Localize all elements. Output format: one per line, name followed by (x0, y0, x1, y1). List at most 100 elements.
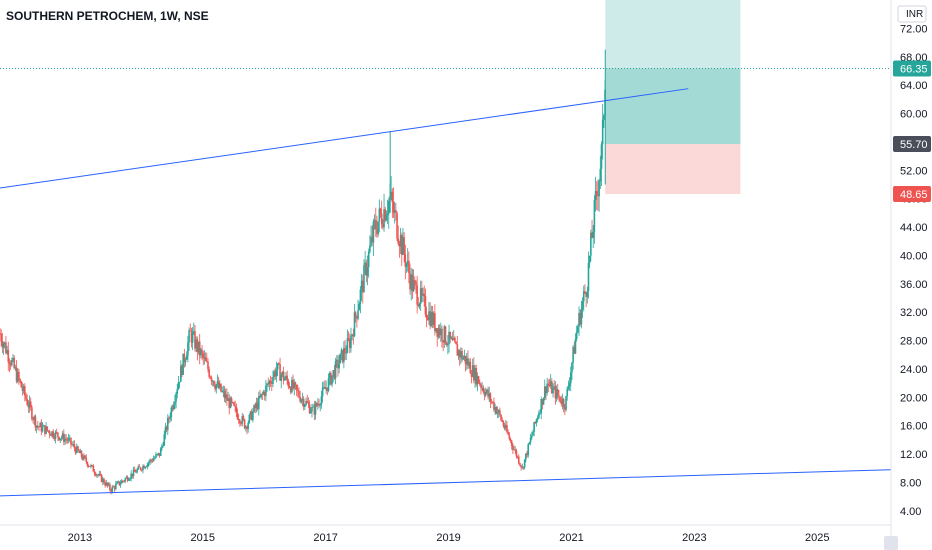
candle-body (337, 359, 339, 369)
candle-body (22, 386, 25, 391)
trendline[interactable] (0, 88, 689, 189)
candles (0, 49, 606, 495)
candle-body (126, 477, 129, 481)
candle-body (54, 431, 57, 439)
candle-body (585, 292, 587, 297)
candle-body (294, 382, 297, 385)
candle-body (65, 438, 67, 440)
candle-body (83, 455, 85, 460)
candle-body (145, 466, 148, 468)
candle-body (304, 404, 306, 407)
price-badge-text: 66.35 (900, 63, 928, 75)
candle-body (507, 431, 509, 435)
candle-body (177, 382, 180, 390)
candle-body (185, 355, 188, 360)
candle-body (473, 365, 475, 381)
candle-body (135, 471, 137, 473)
currency-box[interactable] (897, 5, 927, 23)
candle-body (465, 358, 468, 365)
candle-body (378, 208, 381, 222)
candle-body (432, 313, 435, 325)
candle-body (301, 398, 304, 400)
candle-body (96, 474, 98, 476)
profit-zone[interactable] (605, 68, 741, 145)
candle-body (483, 392, 486, 396)
trendlines[interactable] (0, 88, 892, 497)
candle-body (102, 478, 104, 482)
candle-body (136, 469, 138, 473)
candle-body (205, 360, 208, 362)
candle-body (571, 362, 573, 373)
candle-body (204, 357, 207, 361)
candle-body (141, 469, 143, 471)
candle-body (298, 390, 300, 397)
candle-body (79, 450, 82, 454)
candle-body (561, 398, 564, 405)
y-tick-label: 28.00 (900, 336, 928, 348)
candle-body (57, 432, 59, 437)
candle-body (80, 450, 83, 457)
candle-body (154, 457, 156, 459)
candle-body (189, 330, 192, 332)
candle-body (224, 394, 227, 399)
candle-body (384, 209, 387, 221)
candle-body (553, 386, 556, 388)
candle-body (139, 467, 142, 470)
candle-body (367, 251, 370, 268)
candle-body (165, 426, 168, 431)
candle-body (99, 473, 102, 475)
candle-body (488, 393, 491, 397)
candle-body (504, 424, 507, 429)
candle-body (460, 351, 462, 358)
candle-body (50, 434, 52, 436)
candle-body (222, 390, 225, 392)
candle-body (357, 310, 359, 319)
y-tick-label: 36.00 (900, 279, 928, 291)
candle-body (89, 465, 91, 467)
candle-body (293, 382, 296, 389)
candle-body (66, 439, 69, 441)
candle-body (248, 414, 251, 423)
stop-loss-zone[interactable] (605, 144, 741, 195)
y-axis[interactable]: 4.00 8.00 12.00 16.00 20.00 24.00 28.00 32.00 36… (900, 23, 928, 517)
trendline[interactable] (0, 469, 892, 497)
candle-body (411, 274, 414, 292)
candle-body (426, 318, 429, 321)
candle-body (603, 115, 605, 120)
candle-body (568, 383, 571, 387)
candle-body (578, 312, 580, 327)
candle-body (218, 383, 221, 389)
candle-body (390, 191, 392, 197)
candle-body (380, 213, 383, 225)
candle-body (477, 376, 480, 384)
candle-body (201, 349, 203, 354)
candle-body (444, 326, 447, 344)
candle-body (282, 371, 285, 381)
y-tick-label: 24.00 (900, 364, 928, 376)
candle-body (412, 280, 415, 292)
candle-body (260, 393, 262, 398)
x-axis[interactable]: 2013 2015 2017 2019 2021 2023 2025 (68, 532, 830, 544)
candle-body (217, 381, 220, 389)
candle-body (500, 414, 502, 421)
candle-body (207, 361, 209, 370)
candle-body (340, 349, 343, 354)
candle-body (516, 456, 519, 458)
candle-body (38, 426, 40, 428)
candle-body (210, 377, 213, 382)
candle-body (81, 456, 84, 460)
settings-button[interactable] (884, 536, 898, 550)
candle-body (116, 482, 118, 485)
candle-body (254, 405, 257, 409)
candle-body (484, 391, 487, 396)
target-zone-upper[interactable] (605, 0, 741, 69)
candle-body (58, 436, 60, 441)
chart-title: SOUTHERN PETROCHEM, 1W, NSE (6, 9, 209, 23)
candle-body (393, 210, 396, 213)
candle-body (341, 349, 344, 363)
candle-body (9, 363, 12, 366)
candle-body (107, 484, 110, 486)
candle-body (503, 425, 506, 429)
candle-body (311, 406, 313, 412)
candle-body (542, 397, 545, 405)
